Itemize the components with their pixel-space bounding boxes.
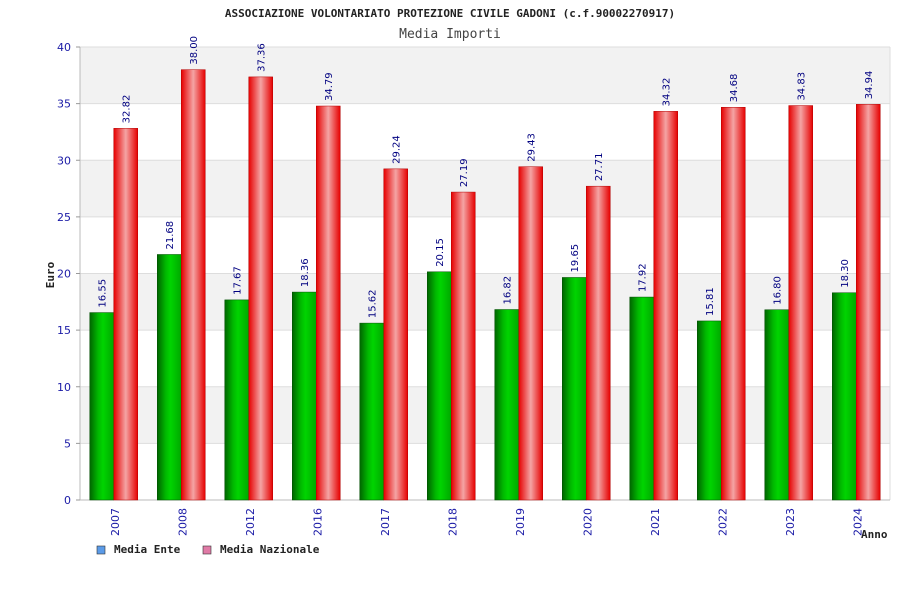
grid-band	[80, 386, 890, 444]
value-label-media-nazionale-2018: 27.19	[459, 158, 470, 187]
bar-media-nazionale-2019	[518, 166, 543, 501]
value-label-media-nazionale-2024: 34.94	[864, 71, 875, 100]
value-label-media-nazionale-2007: 32.82	[122, 95, 133, 124]
bar-media-nazionale-2020	[586, 185, 611, 501]
bar-media-nazionale-2016	[316, 105, 341, 501]
value-label-media-nazionale-2016: 34.79	[324, 72, 335, 101]
x-tick-label: 2024	[851, 508, 864, 536]
x-tick-label: 2021	[649, 508, 662, 536]
value-label-media-ente-2024: 18.30	[840, 259, 851, 288]
legend-label-media-ente: Media Ente	[114, 543, 181, 556]
x-tick-label: 2012	[244, 508, 257, 536]
value-label-media-nazionale-2020: 27.71	[594, 153, 605, 182]
value-label-media-ente-2023: 16.80	[773, 276, 784, 305]
x-tick-label: 2019	[514, 508, 527, 536]
value-labels: 16.55 32.82 21.68 38.00 17.67 37.36 18.36 34.79…	[98, 36, 876, 318]
x-tick-label: 2007	[109, 508, 122, 536]
value-label-media-ente-2016: 18.36	[300, 258, 311, 287]
value-label-media-ente-2018: 20.15	[435, 238, 446, 267]
value-label-media-nazionale-2012: 37.36	[257, 43, 268, 72]
y-tick-label: 25	[57, 211, 71, 224]
x-axis-label: Anno	[861, 528, 888, 541]
bar-media-nazionale-2017	[383, 168, 408, 501]
y-tick-label: 30	[57, 154, 71, 167]
bar-media-ente-2024	[832, 292, 857, 501]
legend-label-media-nazionale: Media Nazionale	[220, 543, 320, 556]
value-label-media-ente-2008: 21.68	[165, 221, 176, 250]
value-label-media-ente-2012: 17.67	[233, 266, 244, 295]
bar-media-ente-2022	[697, 320, 722, 501]
x-axis-ticks: 2007 2008 2012 2016 2017 2018 2019 2020 2021 2022…	[109, 508, 865, 536]
bar-media-nazionale-2024	[856, 104, 881, 501]
value-label-media-nazionale-2019: 29.43	[527, 133, 538, 162]
x-tick-label: 2020	[581, 508, 594, 536]
x-tick-label: 2017	[379, 508, 392, 536]
value-label-media-nazionale-2017: 29.24	[392, 135, 403, 164]
value-label-media-ente-2022: 15.81	[705, 287, 716, 316]
y-tick-label: 35	[57, 98, 71, 111]
bar-media-ente-2016	[292, 291, 317, 501]
value-label-media-nazionale-2023: 34.83	[797, 72, 808, 101]
bar-media-ente-2008	[157, 254, 182, 501]
legend-swatch-media-nazionale	[202, 545, 212, 555]
bar-media-nazionale-2012	[248, 76, 273, 501]
value-label-media-nazionale-2021: 34.32	[662, 78, 673, 107]
bar-media-nazionale-2021	[653, 111, 678, 501]
y-tick-label: 0	[64, 494, 71, 507]
bar-media-ente-2018	[427, 271, 452, 501]
x-tick-label: 2008	[176, 508, 189, 536]
value-label-media-ente-2021: 17.92	[638, 263, 649, 292]
bar-media-nazionale-2023	[788, 105, 813, 501]
y-axis-label: Euro	[44, 261, 57, 288]
x-tick-label: 2018	[446, 508, 459, 536]
value-label-media-ente-2017: 15.62	[368, 289, 379, 318]
y-tick-label: 15	[57, 324, 71, 337]
value-label-media-ente-2019: 16.82	[503, 276, 514, 305]
y-tick-label: 10	[57, 381, 71, 394]
bar-media-nazionale-2022	[721, 106, 746, 501]
grid-band	[80, 47, 890, 104]
value-label-media-ente-2020: 19.65	[570, 244, 581, 273]
bar-media-ente-2020	[562, 277, 587, 501]
bar-media-nazionale-2008	[181, 69, 206, 501]
bar-media-ente-2007	[89, 312, 114, 501]
bar-media-ente-2012	[224, 299, 249, 501]
legend-swatch-media-ente	[96, 545, 106, 555]
x-tick-label: 2022	[716, 508, 729, 536]
legend: Media Ente Media Nazionale	[96, 543, 320, 556]
bar-media-nazionale-2007	[113, 128, 138, 501]
value-label-media-nazionale-2022: 34.68	[729, 74, 740, 103]
value-label-media-nazionale-2008: 38.00	[189, 36, 200, 65]
y-tick-label: 40	[57, 41, 71, 54]
gridlines	[79, 46, 891, 501]
bar-media-ente-2023	[764, 309, 789, 501]
value-label-media-ente-2007: 16.55	[98, 279, 109, 308]
bar-media-ente-2017	[359, 322, 384, 501]
chart-title: ASSOCIAZIONE VOLONTARIATO PROTEZIONE CIV…	[225, 7, 675, 20]
grid-band	[80, 273, 890, 331]
bars	[89, 69, 881, 501]
y-axis-ticks: 0 5 10 15 20 25 30 35 40	[57, 41, 80, 507]
grid-band	[80, 160, 890, 217]
bar-media-ente-2019	[494, 309, 519, 501]
y-tick-label: 5	[64, 437, 71, 450]
x-tick-label: 2016	[311, 508, 324, 536]
chart-subtitle: Media Importi	[399, 27, 501, 42]
x-tick-label: 2023	[784, 508, 797, 536]
y-tick-label: 20	[57, 268, 71, 281]
bar-media-nazionale-2018	[451, 191, 476, 501]
bar-media-ente-2021	[629, 296, 654, 501]
